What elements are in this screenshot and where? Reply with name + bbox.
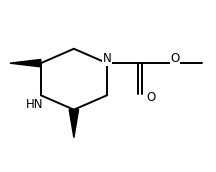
Polygon shape <box>69 110 79 138</box>
Polygon shape <box>10 60 41 67</box>
Text: N: N <box>103 52 111 65</box>
Text: HN: HN <box>26 98 43 111</box>
Text: O: O <box>146 91 155 104</box>
Text: O: O <box>171 52 180 65</box>
